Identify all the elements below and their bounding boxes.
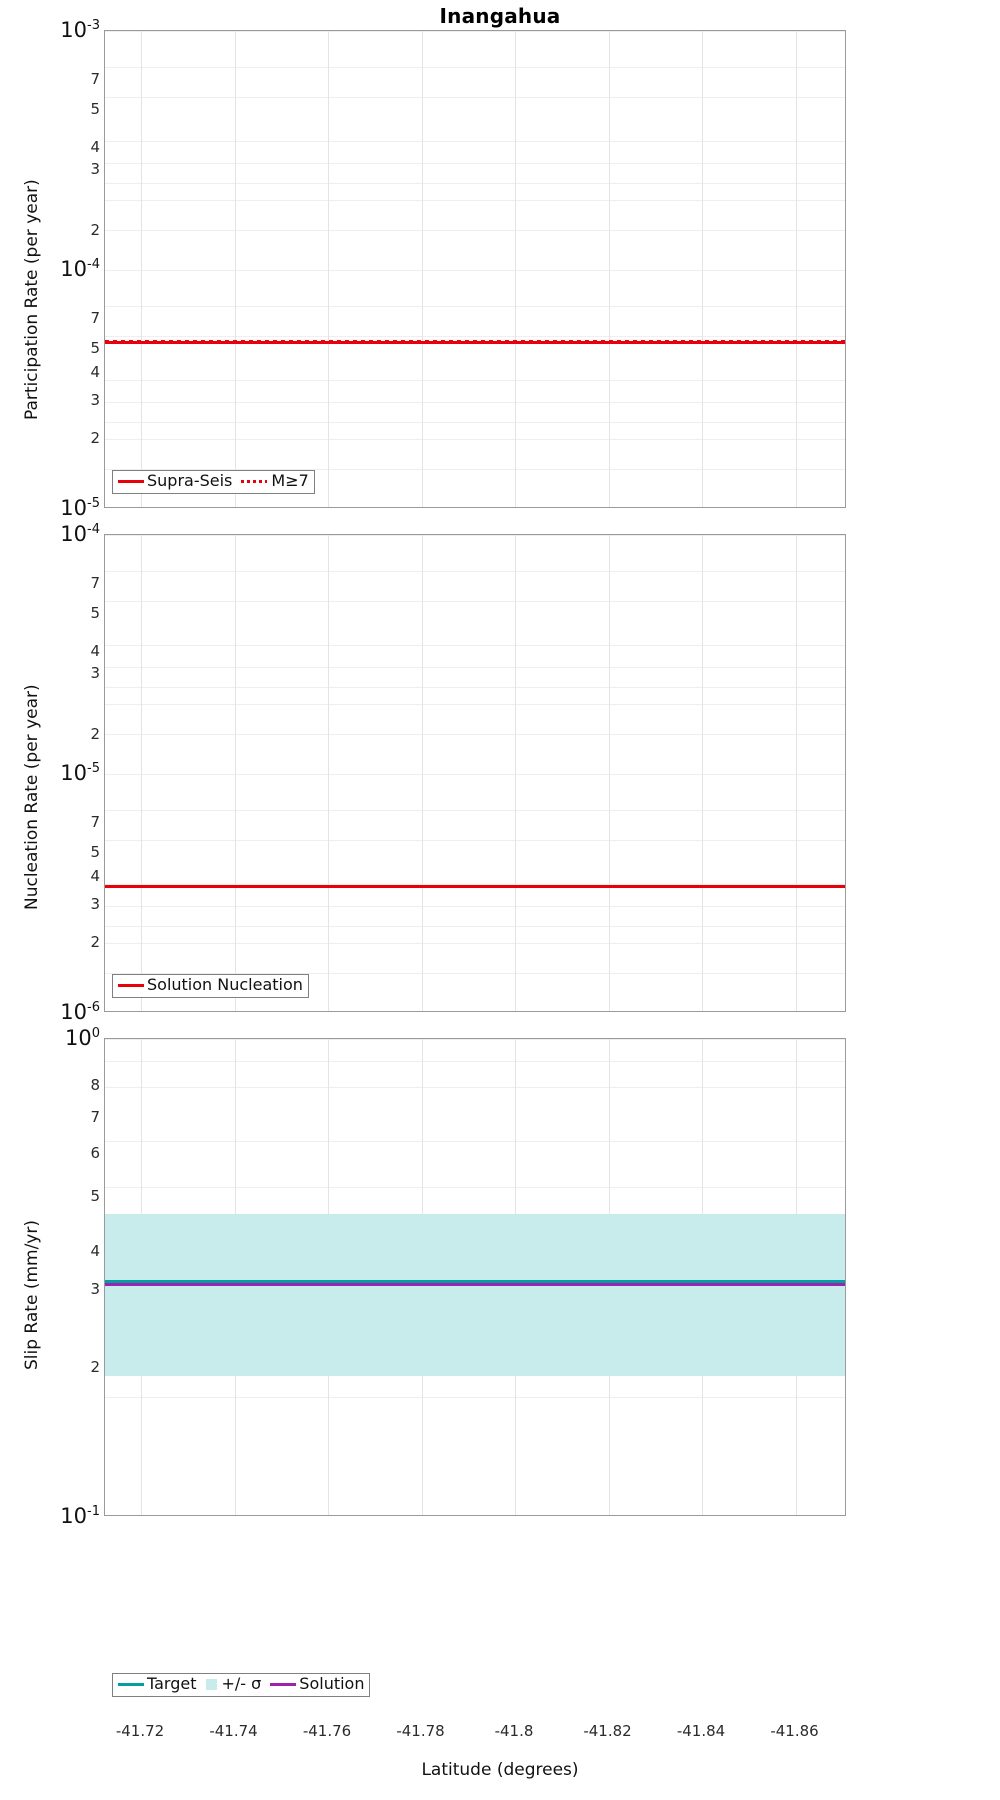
legend-entry-m7: M≥7: [241, 471, 309, 490]
ytick-p3-2: 2: [90, 1358, 100, 1376]
nucleation-rate-axes: [104, 534, 846, 1012]
supra-seis-line: [105, 341, 845, 345]
legend-entry-solution-nucleation: Solution Nucleation: [118, 975, 303, 994]
panel2-legend: Solution Nucleation: [112, 974, 309, 998]
participation-rate-axes: [104, 30, 846, 508]
xtick-6: -41.84: [676, 1722, 726, 1740]
ytick-p1-7e-5: 7: [90, 309, 100, 327]
ytick-p1-3e-5: 3: [90, 391, 100, 409]
legend-label-supra-seis: Supra-Seis: [147, 471, 233, 490]
ytick-p2-1e-6: 10-6: [60, 1000, 100, 1024]
ytick-p1-5e-4: 5: [90, 100, 100, 118]
panel1-ylabel: Participation Rate (per year): [22, 179, 42, 420]
target-swatch-icon: [118, 1682, 144, 1686]
legend-label-solution-nucleation: Solution Nucleation: [147, 975, 303, 994]
ytick-p1-4e-5: 4: [90, 363, 100, 381]
ytick-p2-4e-5: 4: [90, 642, 100, 660]
ytick-p3-1e-1: 10-1: [60, 1504, 100, 1528]
sigma-swatch-icon: [205, 1678, 217, 1690]
ytick-p2-5e-6: 5: [90, 843, 100, 861]
legend-entry-target: Target: [118, 1674, 197, 1693]
xtick-2: -41.76: [302, 1722, 352, 1740]
sigma-band: [105, 1214, 845, 1376]
legend-entry-solution: Solution: [270, 1674, 365, 1693]
ytick-p2-3e-5: 3: [90, 664, 100, 682]
ytick-p3-7: 7: [90, 1108, 100, 1126]
ytick-p1-3e-4: 3: [90, 160, 100, 178]
panel2-ylabel: Nucleation Rate (per year): [22, 684, 42, 910]
legend-label-solution: Solution: [299, 1674, 365, 1693]
solution-swatch-icon: [270, 1682, 297, 1686]
supra-seis-swatch-icon: [118, 479, 144, 483]
legend-label-target: Target: [147, 1674, 197, 1693]
ytick-p1-2e-4: 2: [90, 221, 100, 239]
legend-entry-supra-seis: Supra-Seis: [118, 471, 233, 490]
x-axis-label: Latitude (degrees): [421, 1760, 579, 1780]
ytick-p2-3e-6: 3: [90, 895, 100, 913]
m7-swatch-icon: [241, 479, 268, 483]
target-line: [105, 1280, 845, 1283]
xtick-5: -41.82: [583, 1722, 632, 1740]
ytick-p2-4e-6: 4: [90, 867, 100, 885]
ytick-p1-5e-5: 5: [90, 339, 100, 357]
legend-label-sigma: +/- σ: [221, 1674, 262, 1693]
legend-label-m7: M≥7: [271, 471, 309, 490]
ytick-p2-7e-6: 7: [90, 813, 100, 831]
ytick-p1-2e-5: 2: [90, 429, 100, 447]
ytick-p1-1e-3: 10-3: [60, 18, 100, 42]
slip-rate-axes: [104, 1038, 846, 1516]
ytick-p1-1e-4: 10-4: [60, 257, 100, 281]
ytick-p2-2e-6: 2: [90, 933, 100, 951]
ytick-p3-5: 5: [90, 1187, 100, 1205]
ytick-p1-4e-4: 4: [90, 138, 100, 156]
panel1-legend: Supra-Seis M≥7: [112, 470, 315, 494]
xtick-7: -41.86: [770, 1722, 819, 1740]
solution-line: [105, 1283, 845, 1286]
xtick-0: -41.72: [115, 1722, 165, 1740]
xtick-1: -41.74: [209, 1722, 258, 1740]
panel3-legend: Target +/- σ Solution: [112, 1673, 371, 1697]
ytick-p2-7e-5: 7: [90, 574, 100, 592]
ytick-p2-1e-5: 10-5: [60, 761, 100, 785]
ytick-p2-5e-5: 5: [90, 604, 100, 622]
figure-title: Inangahua: [439, 4, 561, 28]
ytick-p3-3: 3: [90, 1280, 100, 1298]
xtick-3: -41.78: [396, 1722, 445, 1740]
ytick-p1-1e-5: 10-5: [60, 496, 100, 520]
ytick-p3-6: 6: [90, 1144, 100, 1162]
solution-nucleation-swatch-icon: [118, 983, 144, 987]
legend-entry-sigma: +/- σ: [205, 1674, 262, 1693]
ytick-p3-8: 8: [90, 1076, 100, 1094]
ytick-p3-4: 4: [90, 1242, 100, 1260]
ytick-p2-1e-4: 10-4: [60, 522, 100, 546]
ytick-p1-7e-4: 7: [90, 70, 100, 88]
panel3-ylabel: Slip Rate (mm/yr): [22, 1220, 42, 1370]
ytick-p3-1e0: 100: [64, 1026, 100, 1050]
ytick-p2-2e-5: 2: [90, 725, 100, 743]
xtick-4: -41.8: [494, 1722, 534, 1740]
solution-nucleation-line: [105, 885, 845, 888]
